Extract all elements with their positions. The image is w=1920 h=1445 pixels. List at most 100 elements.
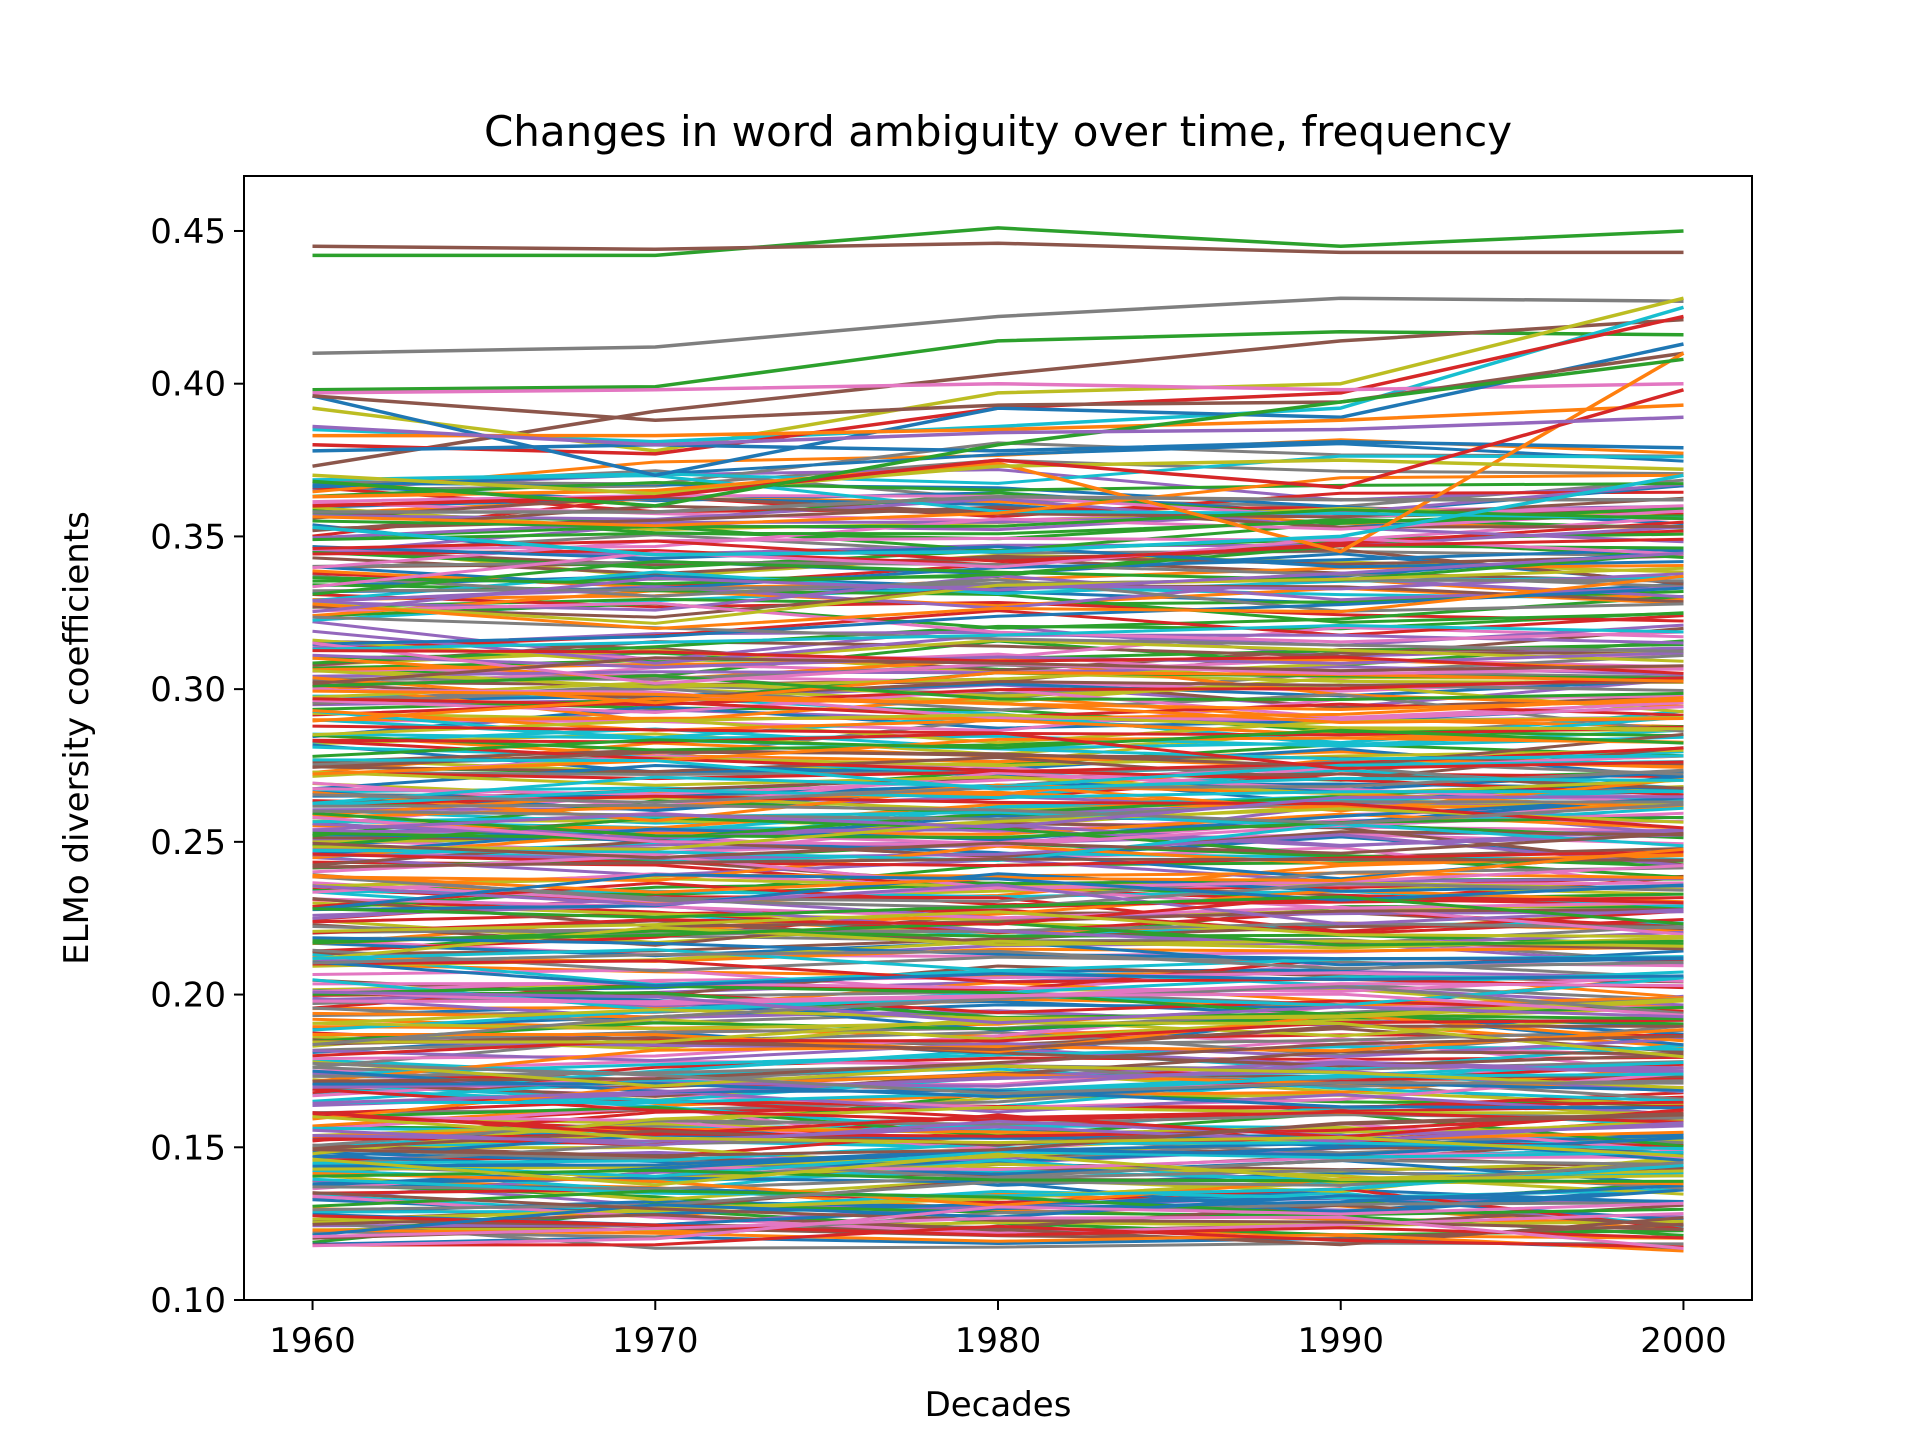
word-series-line bbox=[312, 1168, 1684, 1183]
word-series-line bbox=[312, 795, 1684, 832]
y-tick-label: 0.25 bbox=[150, 823, 226, 863]
word-series-line bbox=[312, 1060, 1684, 1090]
word-series-line bbox=[312, 732, 1684, 748]
word-series-line bbox=[312, 895, 1684, 926]
word-series-line bbox=[312, 623, 1684, 651]
word-series-line bbox=[312, 960, 1684, 988]
word-series-line bbox=[312, 593, 1684, 623]
word-series-line bbox=[312, 732, 1684, 769]
word-series-line bbox=[312, 770, 1684, 796]
word-series-line bbox=[312, 514, 1684, 542]
word-series-line bbox=[312, 1224, 1684, 1249]
word-series-line bbox=[312, 1189, 1684, 1217]
word-series-line bbox=[312, 1115, 1684, 1158]
word-series-line bbox=[312, 656, 1684, 686]
chart-title: Changes in word ambiguity over time, fre… bbox=[484, 107, 1512, 156]
series-line bbox=[312, 415, 1684, 447]
series-line bbox=[312, 351, 1685, 554]
word-series-line bbox=[312, 990, 1684, 1025]
word-series-line bbox=[312, 473, 1684, 528]
word-series-line bbox=[312, 811, 1684, 839]
series-line bbox=[312, 241, 1684, 255]
word-series-line bbox=[312, 1121, 1684, 1143]
word-series-line bbox=[312, 551, 1684, 614]
word-series-line bbox=[312, 1112, 1684, 1158]
word-series-line bbox=[312, 854, 1684, 890]
y-tick-label: 0.20 bbox=[150, 976, 226, 1016]
word-series-line bbox=[312, 1081, 1684, 1099]
word-series-line bbox=[312, 833, 1684, 868]
word-series-line bbox=[312, 674, 1684, 701]
word-series-line bbox=[312, 728, 1684, 758]
word-series-line bbox=[312, 554, 1684, 576]
word-series-line bbox=[312, 1191, 1684, 1231]
series-line bbox=[312, 439, 1684, 453]
x-tick-label: 1990 bbox=[1297, 1321, 1384, 1361]
series-line bbox=[312, 296, 1684, 355]
x-tick-label: 2000 bbox=[1640, 1321, 1727, 1361]
series-line bbox=[312, 317, 1684, 468]
word-series-line bbox=[312, 544, 1684, 586]
word-series-line bbox=[312, 883, 1684, 926]
series-line bbox=[312, 473, 1684, 557]
series-line bbox=[312, 226, 1684, 258]
x-tick-label: 1980 bbox=[955, 1321, 1042, 1361]
word-series-line bbox=[312, 1169, 1684, 1225]
word-series-line bbox=[312, 910, 1684, 939]
series-line bbox=[312, 388, 1684, 508]
y-tick-label: 0.10 bbox=[150, 1281, 226, 1321]
word-series-line bbox=[312, 901, 1684, 922]
y-tick-label: 0.15 bbox=[150, 1128, 226, 1168]
word-series-line bbox=[312, 601, 1684, 644]
series-line bbox=[312, 494, 1684, 514]
word-series-line bbox=[312, 537, 1684, 563]
word-series-line bbox=[312, 509, 1684, 551]
word-series-line bbox=[312, 936, 1684, 961]
word-series-line bbox=[312, 1108, 1684, 1139]
word-series-line bbox=[312, 1152, 1684, 1187]
word-series-line bbox=[312, 586, 1684, 618]
word-series-line bbox=[312, 508, 1684, 529]
word-series-line bbox=[312, 949, 1684, 970]
word-series-line bbox=[312, 689, 1684, 711]
word-series-line bbox=[312, 788, 1684, 807]
word-series-line bbox=[312, 713, 1684, 737]
series-line bbox=[312, 403, 1684, 438]
word-series-line bbox=[312, 873, 1684, 911]
word-series-line bbox=[312, 929, 1684, 946]
word-series-line bbox=[312, 736, 1684, 776]
word-series-line bbox=[312, 872, 1684, 912]
y-tick-label: 0.35 bbox=[150, 517, 226, 557]
word-series-line bbox=[312, 709, 1684, 744]
word-series-line bbox=[312, 1028, 1684, 1083]
word-series-line bbox=[312, 831, 1684, 860]
word-series-line bbox=[312, 615, 1684, 653]
word-series-line bbox=[312, 897, 1684, 936]
word-series-line bbox=[312, 651, 1684, 669]
word-series-line bbox=[312, 678, 1684, 702]
x-axis: 1960 1970 1980 1990 2000 bbox=[269, 1300, 1727, 1361]
word-series-line bbox=[312, 649, 1684, 675]
word-series-line bbox=[312, 676, 1684, 707]
word-series-line bbox=[312, 1061, 1684, 1095]
y-tick-label: 0.40 bbox=[150, 365, 226, 405]
word-series-line bbox=[312, 1201, 1684, 1248]
word-series-line bbox=[312, 1201, 1684, 1239]
word-series-line bbox=[312, 857, 1684, 869]
y-tick-label: 0.30 bbox=[150, 670, 226, 710]
series-line bbox=[312, 458, 1684, 496]
word-series-line bbox=[312, 1194, 1684, 1235]
word-series-line bbox=[312, 739, 1684, 797]
word-series-line bbox=[312, 758, 1684, 791]
word-series-line bbox=[312, 724, 1684, 770]
y-tick-label: 0.45 bbox=[150, 212, 226, 252]
word-series-line bbox=[312, 551, 1684, 596]
word-series-line bbox=[312, 945, 1684, 963]
x-tick-label: 1970 bbox=[612, 1321, 699, 1361]
y-axis: 0.10 0.15 0.20 0.25 0.30 0.35 0.40 0.45 bbox=[150, 212, 244, 1321]
word-series-line bbox=[312, 1213, 1684, 1247]
word-series-line bbox=[312, 812, 1684, 860]
word-series-line bbox=[312, 800, 1684, 821]
word-series-line bbox=[312, 1058, 1684, 1103]
